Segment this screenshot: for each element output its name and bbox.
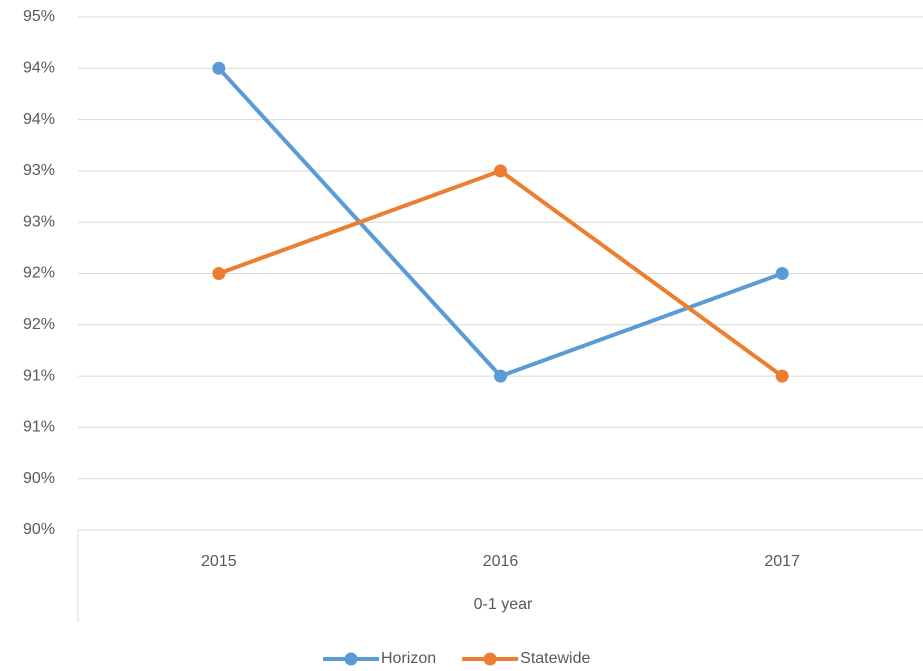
y-tick-label: 94%: [23, 111, 55, 128]
series-marker: [212, 267, 226, 280]
y-tick-label: 91%: [23, 419, 55, 436]
y-tick-label: 90%: [23, 470, 55, 487]
x-tick-label: 2015: [201, 553, 237, 570]
series-marker: [212, 61, 226, 75]
y-tick-label: 93%: [23, 162, 55, 179]
y-tick-label: 92%: [23, 265, 55, 282]
legend-marker: [483, 652, 497, 666]
y-tick-label: 91%: [23, 367, 55, 384]
y-tick-label: 92%: [23, 316, 55, 333]
y-tick-label: 95%: [23, 8, 55, 25]
x-group-label: 0-1 year: [474, 596, 533, 613]
x-tick-label: 2017: [764, 553, 800, 570]
y-tick-label: 90%: [23, 521, 55, 538]
series-marker: [494, 164, 507, 178]
legend-label: Horizon: [381, 650, 436, 667]
series-marker: [775, 267, 789, 280]
series-marker: [775, 369, 789, 383]
legend-label: Statewide: [520, 650, 590, 667]
x-tick-label: 2016: [483, 553, 519, 570]
series-marker: [494, 369, 507, 383]
y-tick-label: 93%: [23, 213, 55, 230]
legend-marker: [344, 652, 358, 666]
y-tick-label: 94%: [23, 60, 55, 77]
